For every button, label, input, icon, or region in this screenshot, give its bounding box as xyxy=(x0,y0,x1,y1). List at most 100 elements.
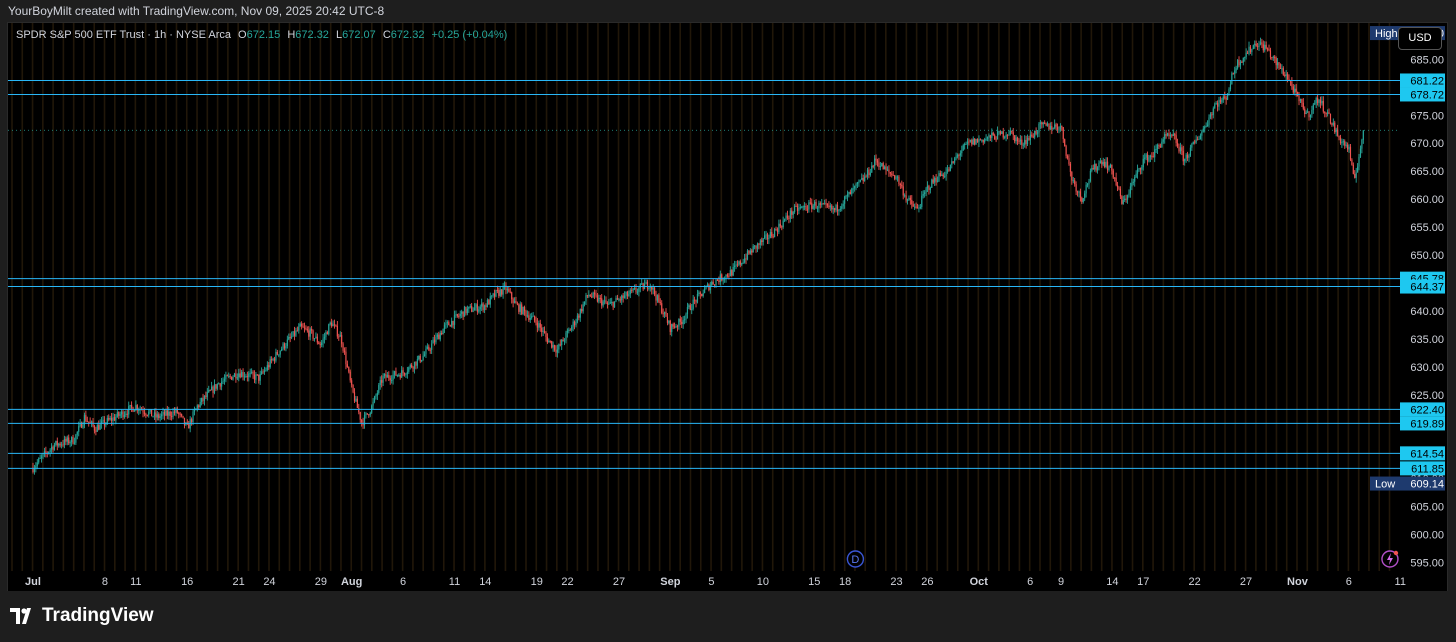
candle-up xyxy=(1145,154,1147,158)
candle-down xyxy=(1266,48,1269,50)
candle-down xyxy=(488,300,490,305)
candle-down xyxy=(888,169,890,173)
candle-down xyxy=(875,158,877,161)
candle-up xyxy=(1258,43,1260,47)
candle-down xyxy=(389,378,391,381)
candle-down xyxy=(928,185,930,191)
candle-up xyxy=(548,340,550,343)
candle-up xyxy=(285,346,287,349)
candle-up xyxy=(421,359,423,362)
candle-down xyxy=(849,191,851,195)
candle-down xyxy=(1275,58,1277,66)
candle-down xyxy=(508,289,510,292)
candle-down xyxy=(771,232,773,237)
candle-up xyxy=(1355,172,1357,178)
candle-up xyxy=(1195,139,1197,143)
candle-down xyxy=(1308,111,1310,118)
candle-up xyxy=(162,411,164,415)
candle-up xyxy=(1078,191,1080,193)
candle-up xyxy=(778,223,780,233)
attribution-bar: YourBoyMilt created with TradingView.com… xyxy=(0,0,1456,22)
candle-down xyxy=(772,236,774,238)
candle-up xyxy=(463,306,466,317)
candle-down xyxy=(452,320,454,325)
candle-down xyxy=(209,390,211,392)
candle-up xyxy=(459,313,461,317)
candle-up xyxy=(538,323,540,328)
candle-down xyxy=(1121,196,1123,204)
candle-up xyxy=(609,302,611,304)
price-axis: 595.00600.00605.00610.00615.00620.00625.… xyxy=(1410,54,1444,569)
candle-down xyxy=(509,291,511,293)
candle-down xyxy=(348,367,350,372)
candle-up xyxy=(683,319,686,321)
candle-down xyxy=(1044,122,1046,124)
candle-up xyxy=(922,194,924,196)
price-tick-label: 595.00 xyxy=(1410,558,1444,570)
candle-up xyxy=(906,199,909,201)
candle-up xyxy=(1034,130,1036,138)
candle-up xyxy=(848,191,850,195)
candle-down xyxy=(605,300,607,304)
candle-down xyxy=(976,138,979,143)
candle-down xyxy=(695,300,697,303)
candle-up xyxy=(1199,135,1202,139)
candle-up xyxy=(671,324,673,332)
chart-pane[interactable]: 595.00600.00605.00610.00615.00620.00625.… xyxy=(7,22,1448,592)
candle-down xyxy=(758,243,760,245)
tradingview-logo[interactable]: TradingView xyxy=(10,605,154,627)
candle-up xyxy=(818,203,820,209)
candle-up xyxy=(1335,129,1337,133)
candle-up xyxy=(1126,195,1129,200)
candle-down xyxy=(358,408,360,413)
candle-down xyxy=(1211,114,1213,116)
candle-down xyxy=(1171,135,1173,137)
horizontal-levels xyxy=(8,79,1400,469)
candle-up xyxy=(575,321,577,326)
close-value: 672.32 xyxy=(390,29,425,41)
candle-down xyxy=(136,405,138,411)
candle-down xyxy=(1012,132,1014,136)
time-tick-label: 19 xyxy=(531,576,543,588)
candle-down xyxy=(1338,135,1340,138)
currency-button[interactable]: USD xyxy=(1398,27,1442,50)
candle-down xyxy=(819,203,821,205)
candle-down xyxy=(1071,171,1073,181)
candle-up xyxy=(552,345,554,348)
candle-down xyxy=(1238,59,1240,66)
candle-up xyxy=(372,401,374,406)
candle-up xyxy=(861,177,863,180)
candle-down xyxy=(385,374,387,378)
candle-up xyxy=(1135,173,1137,178)
candle-down xyxy=(1181,147,1183,151)
candle-up xyxy=(1156,145,1159,149)
candle-down xyxy=(1268,48,1270,51)
candle-up xyxy=(1204,126,1206,129)
candle-down xyxy=(312,330,314,339)
candle-up xyxy=(492,293,494,296)
candle-up xyxy=(1004,136,1006,138)
level-label-value: 614.54 xyxy=(1410,448,1444,460)
candle-down xyxy=(1216,103,1219,107)
candle-down xyxy=(1139,168,1142,170)
candle-down xyxy=(665,311,667,317)
candle-down xyxy=(505,285,507,291)
candle-up xyxy=(1208,117,1210,125)
candle-up xyxy=(172,411,174,417)
candle-up xyxy=(824,203,826,205)
candle-up xyxy=(291,336,293,338)
candle-down xyxy=(212,386,214,393)
candle-down xyxy=(781,226,783,228)
candle-up xyxy=(325,332,327,337)
price-chart[interactable]: 595.00600.00605.00610.00615.00620.00625.… xyxy=(8,23,1447,591)
candle-up xyxy=(1332,122,1334,125)
candle-up xyxy=(835,204,837,211)
candle-down xyxy=(653,287,656,295)
candle-down xyxy=(303,327,306,329)
candle-down xyxy=(346,364,348,368)
candle-down xyxy=(395,371,397,376)
candle-down xyxy=(596,295,599,302)
candle-up xyxy=(216,383,218,389)
candle-up xyxy=(1342,141,1344,143)
candle-up xyxy=(816,208,819,210)
